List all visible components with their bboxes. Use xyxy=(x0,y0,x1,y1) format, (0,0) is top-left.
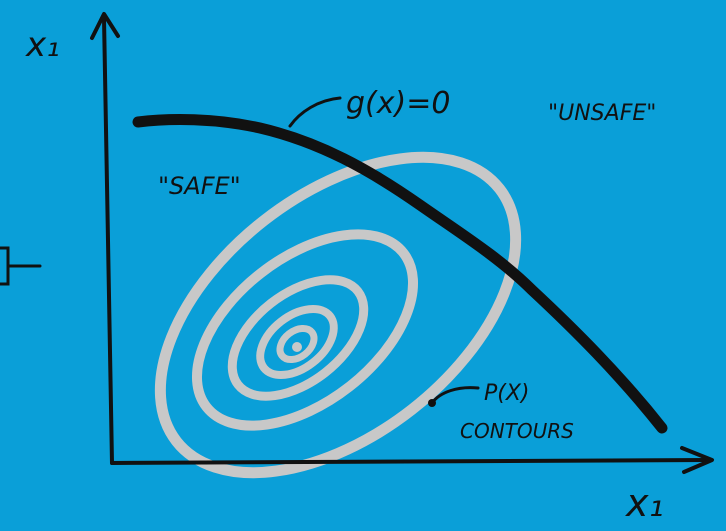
limit-state-curve xyxy=(132,114,668,434)
pdf-leader-dot xyxy=(428,399,436,407)
contour-1 xyxy=(154,151,522,479)
contour-5 xyxy=(276,324,318,364)
contour-3 xyxy=(227,275,369,401)
y-axis xyxy=(102,16,114,465)
safe-region-label: "SAFE" xyxy=(158,172,241,200)
x-axis-label: x₁ xyxy=(625,481,664,525)
contour-center xyxy=(292,342,302,352)
limit-state-label: g(x)=0 xyxy=(346,86,450,121)
pdf-contours xyxy=(154,151,522,479)
y-axis-arrowhead xyxy=(90,12,120,40)
x-axis-arrowhead xyxy=(680,446,714,474)
left-edge-bracket xyxy=(0,246,42,286)
y-axis-label: x₁ xyxy=(25,25,60,65)
pdf-label-line1: P(X) xyxy=(484,381,530,406)
unsafe-region-label: "UNSAFE" xyxy=(548,101,656,126)
pdf-label-line2: CONTOURS xyxy=(460,419,574,443)
contour-2 xyxy=(191,229,419,431)
contour-4 xyxy=(256,305,338,379)
limit-state-leader xyxy=(288,96,342,128)
x-axis xyxy=(110,458,710,465)
